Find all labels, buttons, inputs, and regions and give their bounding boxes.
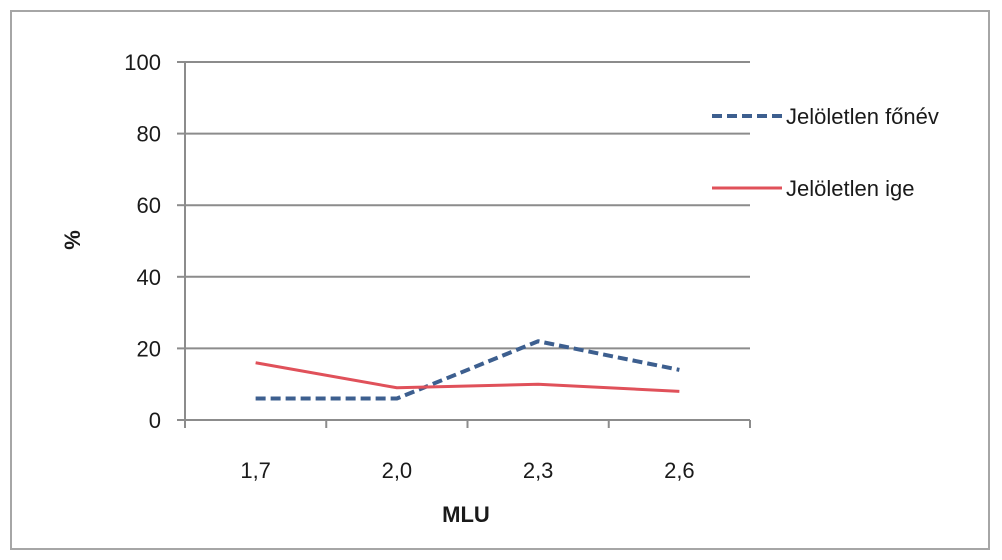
- axes: [177, 61, 751, 428]
- legend-label: Jelöletlen ige: [786, 176, 914, 201]
- tick-labels: 0 20 40 60 80 100 1,7 2,0 2,3 2,6: [124, 50, 694, 483]
- legend: Jelöletlen főnév Jelöletlen ige: [712, 104, 939, 201]
- gridlines: [185, 61, 750, 350]
- x-tick-label: 2,6: [664, 458, 695, 483]
- series-lines: [255, 339, 680, 401]
- y-tick-label: 100: [124, 50, 161, 75]
- legend-label: Jelöletlen főnév: [786, 104, 939, 129]
- y-tick-label: 40: [137, 265, 161, 290]
- y-axis-title: %: [60, 230, 85, 250]
- series-line: [255, 339, 680, 401]
- series-line: [255, 361, 680, 393]
- x-tick-label: 2,0: [382, 458, 413, 483]
- y-tick-label: 20: [137, 336, 161, 361]
- x-axis-title: MLU: [442, 502, 490, 527]
- x-tick-label: 1,7: [240, 458, 271, 483]
- chart-frame: [10, 10, 990, 550]
- x-tick-label: 2,3: [523, 458, 554, 483]
- y-tick-label: 60: [137, 193, 161, 218]
- y-tick-label: 0: [149, 408, 161, 433]
- y-tick-label: 80: [137, 122, 161, 147]
